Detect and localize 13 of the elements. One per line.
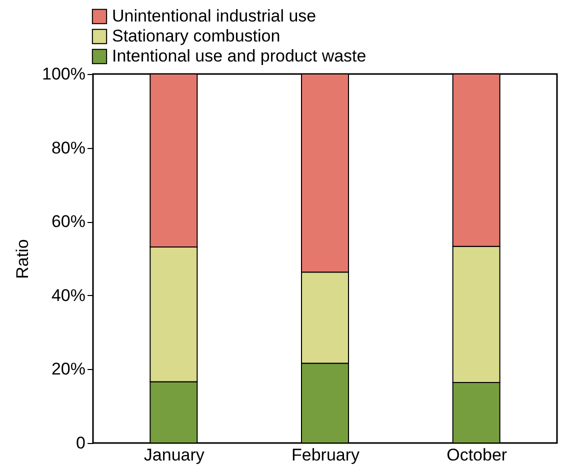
y-tick-label: 40% — [51, 286, 86, 305]
legend-label: Intentional use and product waste — [112, 46, 366, 66]
y-tick-label: 0 — [76, 434, 86, 452]
y-tick-label: 60% — [51, 212, 86, 232]
x-tick-label: February — [291, 446, 360, 464]
legend-label: Unintentional industrial use — [112, 6, 316, 26]
y-tick-label: 80% — [51, 138, 86, 158]
x-tick-label: January — [144, 446, 205, 464]
x-tick-label: October — [446, 446, 508, 464]
y-tick-label: 20% — [51, 360, 86, 379]
y-axis-title: Ratio — [13, 239, 32, 279]
legend-label: Stationary combustion — [112, 26, 280, 46]
y-tick-label: 100% — [42, 64, 86, 84]
